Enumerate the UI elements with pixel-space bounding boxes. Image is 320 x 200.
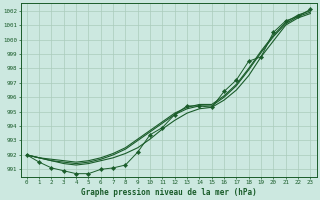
X-axis label: Graphe pression niveau de la mer (hPa): Graphe pression niveau de la mer (hPa) xyxy=(81,188,256,197)
